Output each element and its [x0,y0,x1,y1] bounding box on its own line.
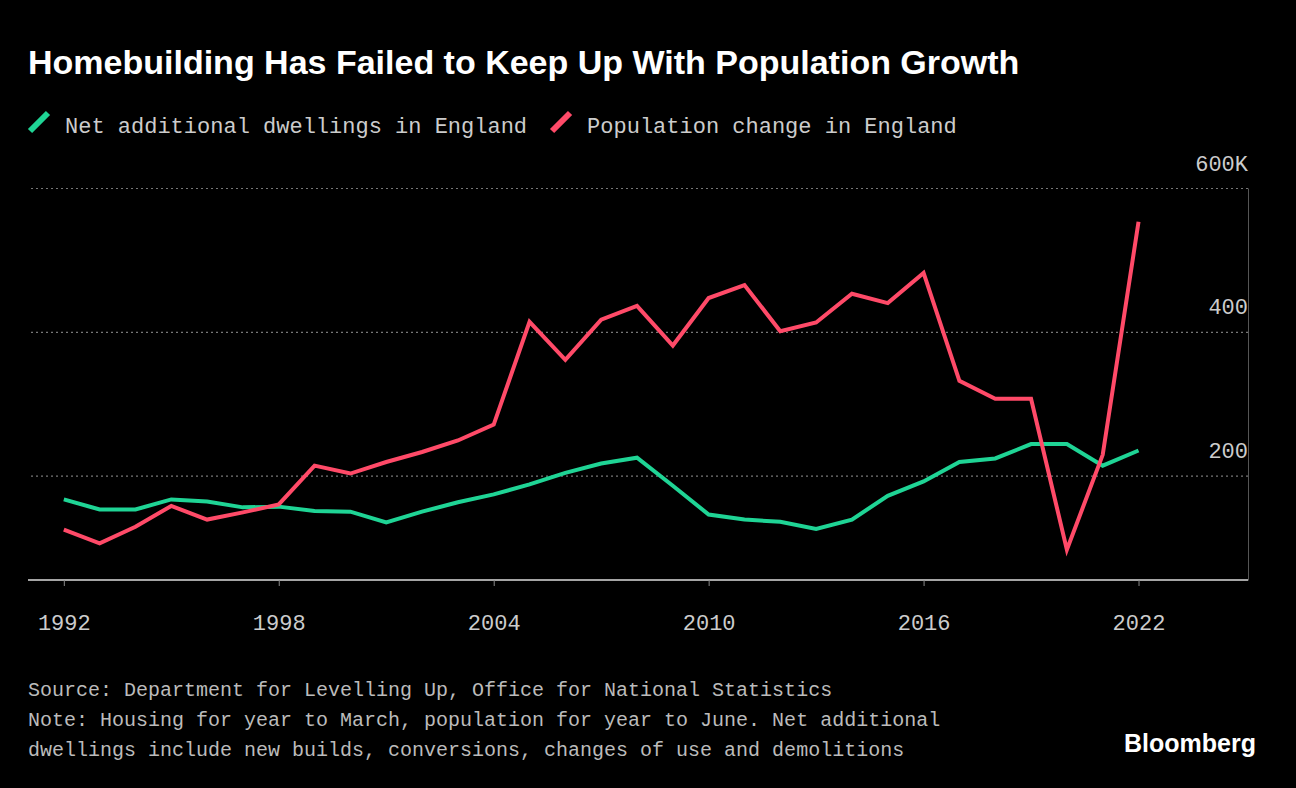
x-tick-label: 2022 [1113,612,1166,637]
x-tick: 2022 [1113,580,1166,637]
note: dwellings include new builds, conversion… [28,739,904,762]
x-tick-mark [1139,580,1140,586]
legend: Net additional dwellings in England Popul… [30,113,957,140]
y-axis-line [1248,189,1249,581]
y-axis: 200 400 600K [28,153,1249,581]
x-axis: 1992 1998 2004 2010 2016 2022 [28,580,1248,637]
credit: Bloomberg [1124,729,1256,757]
legend-swatch [552,113,570,131]
x-tick-mark [924,580,925,586]
grid-line [28,188,1248,189]
legend-label: Net additional dwellings in England [65,115,527,140]
note: Source: Department for Levelling Up, Off… [28,679,832,702]
legend-label: Population change in England [587,115,957,140]
x-tick: 1992 [38,580,91,637]
legend-swatch [30,113,48,131]
x-tick: 2010 [683,580,736,637]
x-tick-label: 1992 [38,612,91,637]
y-tick-label: 600K [1195,153,1249,178]
x-tick-label: 2010 [683,612,736,637]
x-tick-label: 2016 [898,612,951,637]
note: Note: Housing for year to March, populat… [28,709,940,732]
x-tick-mark [64,580,65,586]
x-tick-label: 2004 [468,612,521,637]
x-tick-mark [279,580,280,586]
x-axis-line [28,579,1248,581]
x-tick-label: 1998 [253,612,306,637]
y-tick-label: 200 [1208,440,1248,465]
title: Homebuilding Has Failed to Keep Up With … [28,43,1019,81]
chart: Homebuilding Has Failed to Keep Up With … [0,0,1296,788]
y-tick: 600K [28,153,1249,189]
x-tick: 1998 [253,580,306,637]
plot-area [64,222,1139,550]
legend-item: Population change in England [552,113,957,140]
background [0,0,1296,788]
x-tick-mark [494,580,495,586]
x-tick: 2004 [468,580,521,637]
x-tick-mark [709,580,710,586]
y-tick-label: 400 [1208,296,1248,321]
legend-item: Net additional dwellings in England [30,113,527,140]
grid-line [28,476,1248,477]
grid-line [28,332,1248,333]
series-line [64,222,1139,550]
y-tick: 400 [28,296,1248,332]
x-tick: 2016 [898,580,951,637]
